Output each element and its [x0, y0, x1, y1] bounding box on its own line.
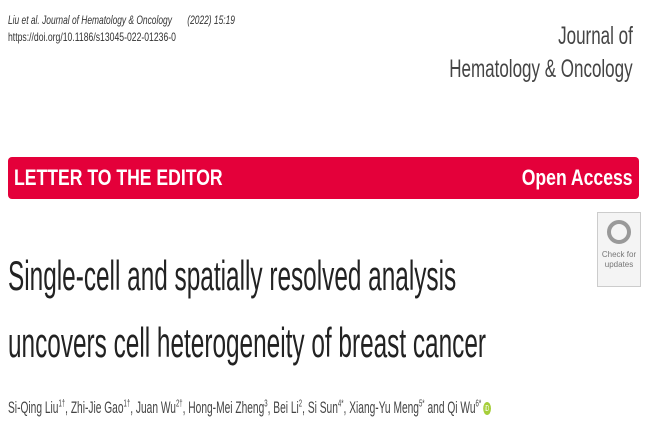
- authors-conjunction: and: [427, 398, 445, 417]
- orcid-icon[interactable]: iD: [482, 402, 491, 415]
- author[interactable]: Xiang-Yu Meng5*: [349, 398, 425, 417]
- author[interactable]: Bei Li2: [273, 398, 303, 417]
- journal-name-line1: Journal of: [558, 22, 633, 50]
- author[interactable]: Hong-Mei Zheng3: [188, 398, 268, 417]
- journal-logo: Journal of Hematology & Oncology: [363, 20, 633, 86]
- check-for-updates-badge[interactable]: Check for updates: [597, 212, 641, 287]
- article-title: Single-cell and spatially resolved analy…: [8, 242, 588, 376]
- article-type: LETTER TO THE EDITOR: [14, 165, 223, 190]
- badge-line1: Check for: [601, 250, 637, 259]
- doi-link[interactable]: https://doi.org/10.1186/s13045-022-01236…: [8, 30, 176, 44]
- journal-ref: Liu et al. Journal of Hematology & Oncol…: [8, 13, 172, 27]
- article-type-banner: LETTER TO THE EDITOR Open Access: [8, 157, 639, 199]
- updates-icon: [607, 220, 631, 244]
- journal-name-line2: Hematology & Oncology: [449, 55, 633, 83]
- title-line1: Single-cell and spatially resolved analy…: [8, 252, 457, 299]
- author-list: Si-Qing Liu1†, Zhi-Jie Gao1†, Juan Wu2†,…: [8, 398, 491, 417]
- author[interactable]: Si Sun4*: [307, 398, 344, 417]
- open-access-label: Open Access: [522, 165, 633, 190]
- author[interactable]: Juan Wu2†: [135, 398, 183, 417]
- author[interactable]: Qi Wu6*: [447, 398, 482, 417]
- author[interactable]: Si-Qing Liu1†: [8, 398, 66, 417]
- citation-header: Liu et al. Journal of Hematology & Oncol…: [8, 12, 332, 46]
- badge-line2: updates: [604, 260, 634, 269]
- year-volume: (2022) 15:19: [187, 13, 235, 27]
- author[interactable]: Zhi-Jie Gao1†: [70, 398, 131, 417]
- title-line2: uncovers cell heterogeneity of breast ca…: [8, 319, 487, 366]
